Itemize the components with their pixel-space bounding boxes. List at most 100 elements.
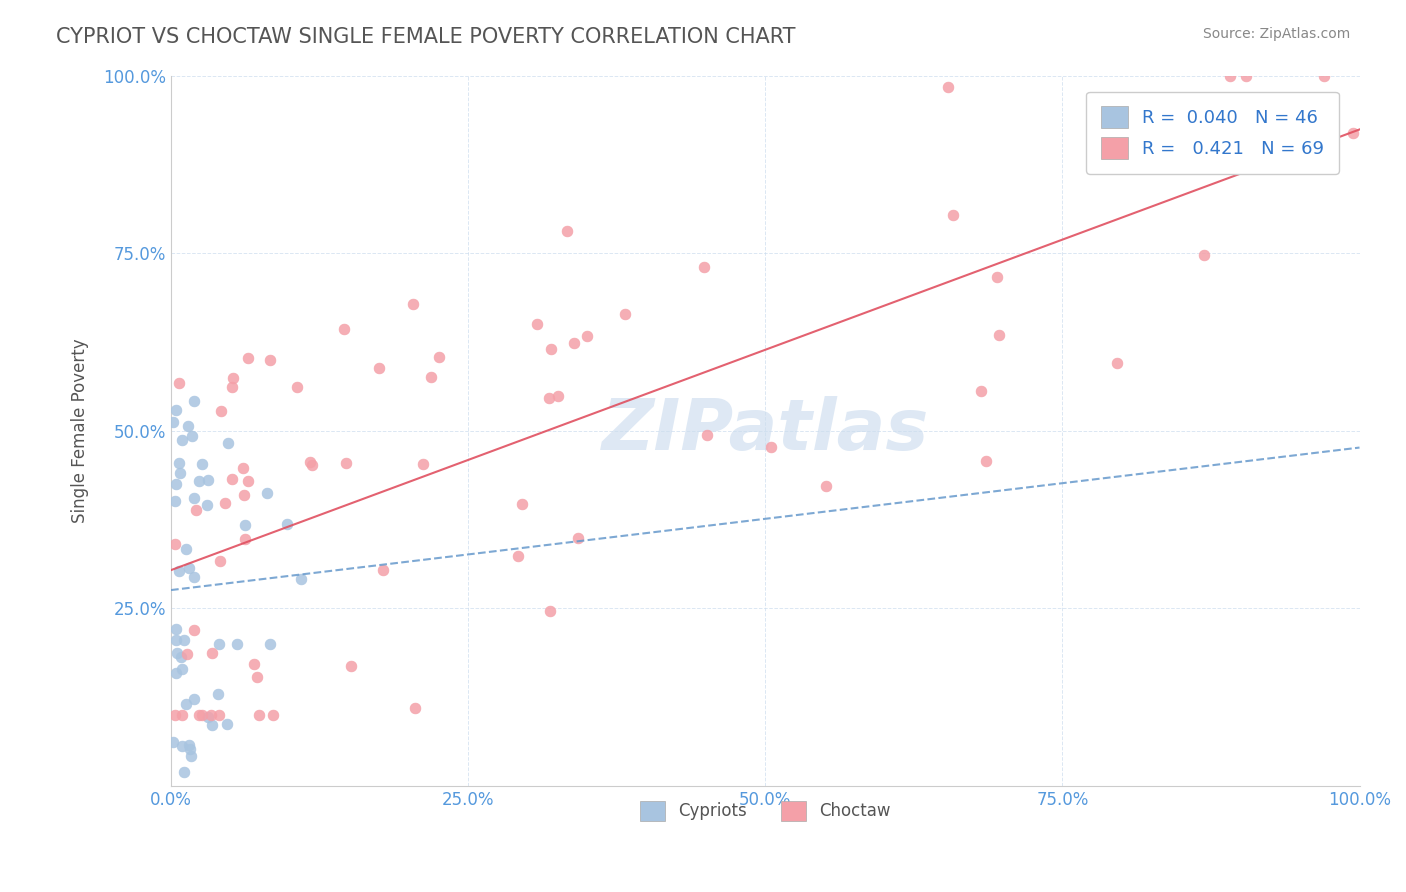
Point (183, 394, 205, 409)
Point (222, 370, 245, 384)
Point (301, 458, 323, 473)
Point (938, 80, 960, 95)
Point (191, 458, 214, 472)
Point (510, 497, 533, 511)
Point (243, 657, 266, 671)
Point (163, 494, 186, 508)
Point (290, 572, 312, 586)
Point (165, 403, 187, 417)
Point (1234, 69, 1257, 83)
Point (169, 376, 191, 390)
Point (177, 419, 200, 434)
Point (173, 764, 195, 779)
Point (169, 466, 191, 480)
Point (207, 687, 229, 701)
Point (368, 360, 391, 375)
Point (176, 648, 198, 662)
Point (259, 353, 281, 368)
Point (208, 554, 231, 568)
Point (404, 701, 426, 715)
Point (232, 461, 254, 475)
Point (613, 308, 636, 322)
Point (207, 637, 229, 651)
Text: Source: ZipAtlas.com: Source: ZipAtlas.com (1202, 27, 1350, 41)
Point (412, 458, 434, 472)
Point (1313, 69, 1336, 83)
Point (285, 379, 308, 393)
Point (1341, 126, 1364, 140)
Point (217, 435, 239, 450)
Point (259, 637, 281, 651)
Point (183, 491, 205, 505)
Point (942, 208, 965, 222)
Point (187, 474, 209, 488)
Point (179, 738, 201, 752)
Point (170, 434, 193, 448)
Point (547, 389, 569, 403)
Text: CYPRIOT VS CHOCTAW SINGLE FEMALE POVERTY CORRELATION CHART: CYPRIOT VS CHOCTAW SINGLE FEMALE POVERTY… (56, 27, 796, 46)
Point (567, 531, 589, 545)
Point (165, 476, 187, 491)
Point (419, 369, 441, 384)
Text: ZIPatlas: ZIPatlas (602, 396, 929, 465)
Point (246, 670, 269, 684)
Point (172, 739, 194, 754)
Point (162, 415, 184, 429)
Point (555, 224, 578, 238)
Point (165, 666, 187, 681)
Point (276, 516, 298, 531)
Point (173, 632, 195, 647)
Point (233, 533, 256, 547)
Point (974, 453, 997, 467)
Point (988, 327, 1011, 342)
Point (180, 749, 202, 764)
Point (236, 351, 259, 366)
Point (201, 646, 224, 660)
Point (256, 486, 278, 500)
Point (162, 735, 184, 749)
Point (427, 350, 450, 364)
Point (165, 537, 187, 551)
Point (576, 329, 599, 343)
Point (180, 429, 202, 443)
Point (221, 380, 243, 394)
Point (1219, 69, 1241, 83)
Point (562, 335, 585, 350)
Point (262, 707, 284, 722)
Point (298, 455, 321, 469)
Point (188, 707, 211, 722)
Point (540, 343, 562, 357)
Point (184, 503, 207, 517)
Point (693, 260, 716, 274)
Point (165, 622, 187, 636)
Point (508, 549, 530, 563)
Point (169, 650, 191, 665)
Point (371, 563, 394, 577)
Point (986, 269, 1008, 284)
Point (197, 473, 219, 487)
Y-axis label: Single Female Poverty: Single Female Poverty (72, 338, 89, 523)
Point (179, 742, 201, 756)
Point (172, 707, 194, 722)
Point (221, 473, 243, 487)
Point (170, 662, 193, 676)
Point (969, 384, 991, 399)
Point (195, 498, 218, 512)
Point (165, 633, 187, 648)
Point (197, 710, 219, 724)
Point (200, 707, 222, 722)
Point (696, 427, 718, 442)
Point (335, 456, 357, 470)
Point (214, 496, 236, 510)
Point (526, 317, 548, 331)
Point (163, 707, 186, 722)
Point (236, 474, 259, 488)
Point (207, 707, 229, 722)
Point (183, 624, 205, 638)
Point (333, 322, 356, 336)
Point (190, 707, 212, 722)
Point (232, 488, 254, 502)
Point (166, 646, 188, 660)
Point (183, 570, 205, 584)
Point (174, 697, 197, 711)
